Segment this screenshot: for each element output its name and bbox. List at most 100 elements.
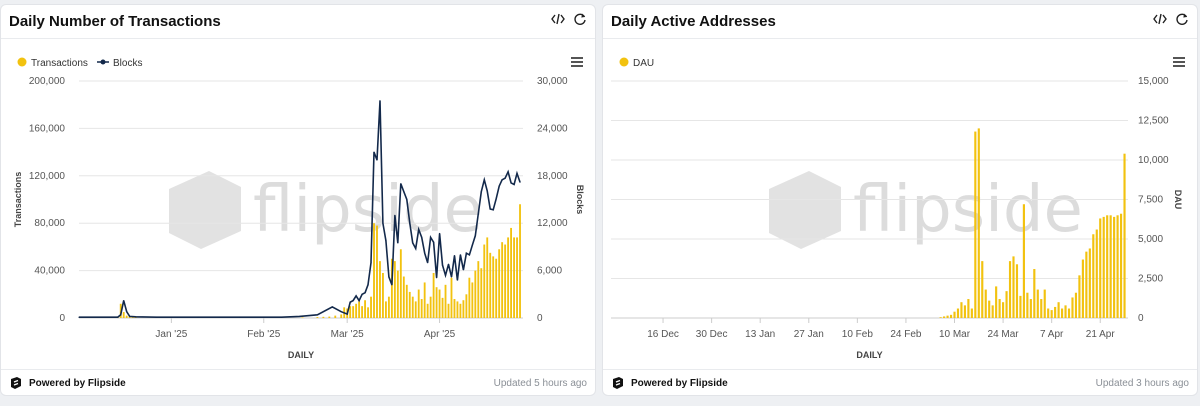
bar [1060,308,1064,318]
line-point [433,241,435,243]
powered-by[interactable]: Powered by Flipside [611,376,728,390]
bar [1054,306,1057,318]
x-tick-label: Mar '25 [331,329,364,340]
line-point [430,236,432,239]
bar [1109,215,1112,318]
bar [1092,234,1095,318]
bar [939,317,942,318]
bar [956,308,960,318]
powered-by[interactable]: Powered by Flipside [9,376,126,390]
line-point [197,316,199,318]
hamburger-menu-icon[interactable] [1173,57,1185,67]
panel-title: Daily Number of Transactions [9,13,221,30]
x-tick-label: 13 Jan [745,329,775,340]
bar [361,306,364,318]
refresh-icon[interactable] [573,12,587,26]
bar [1123,153,1126,318]
bar [355,303,358,318]
line-point [155,316,158,318]
bar [480,268,483,318]
x-tick-label: Jan '25 [155,329,187,340]
bar [399,249,402,318]
bar [444,284,447,318]
bar [456,301,459,318]
hamburger-menu-icon[interactable] [571,57,583,67]
bar [426,303,429,318]
line-point [379,100,381,102]
x-tick-label: 24 Mar [988,329,1020,340]
bar [125,315,128,318]
bar [489,252,492,318]
footer-divider [603,369,1197,370]
watermark-logo-icon [169,171,241,249]
y2-tick-label: 0 [537,313,543,324]
y-tick-label: 5,000 [1138,234,1163,245]
line-point [513,183,515,186]
line-point [352,300,354,302]
bar [974,131,977,318]
bar [435,287,438,318]
legend-marker-dau [619,57,629,67]
bar [408,291,411,318]
line-point [409,222,411,224]
bar [498,249,501,318]
menu-bar [571,61,583,63]
line-point [361,293,363,295]
bar [1099,218,1102,318]
embed-code-icon[interactable] [551,12,565,26]
line-point [281,316,283,318]
panel-tools [1153,12,1189,26]
menu-bar [1173,65,1185,67]
line-point [480,191,482,193]
bar [328,316,331,318]
y-tick-label: 120,000 [29,171,66,182]
bar [459,303,462,318]
y2-axis-title: DAU [1173,190,1183,210]
watermark-text: flipside [253,173,483,247]
x-tick-label: Feb '25 [247,329,280,340]
y2-tick-label: 18,000 [537,171,568,182]
legend-label-dau: DAU [633,58,654,69]
bar [998,299,1001,318]
bar [960,302,963,318]
menu-bar [571,65,583,67]
bar [1064,305,1067,318]
bar [349,306,352,318]
bar [1067,308,1071,318]
bar [1029,299,1032,318]
line-point [510,182,512,184]
y-tick-label: 10,000 [1138,155,1169,166]
line-point [117,316,119,318]
embed-code-icon[interactable] [1153,12,1167,26]
bar [995,286,998,318]
bar [483,244,486,318]
line-point [391,284,393,286]
line-point [316,314,318,316]
line-point [382,222,384,224]
panel-title: Daily Active Addresses [611,13,776,30]
bar [379,261,381,318]
legend-label-transactions: Transactions [31,58,88,69]
bar [1005,291,1008,318]
bar [364,300,366,318]
line-point [388,276,390,278]
x-tick-label: 7 Apr [1040,329,1064,340]
bar [462,300,465,318]
line-point [135,316,137,318]
line-point [340,311,342,313]
line-point [459,254,462,256]
bar [316,317,319,318]
legend-marker-transactions [17,57,27,67]
panel-tools [551,12,587,26]
line-point [394,214,396,216]
updated-status: Updated 5 hours ago [493,378,587,389]
line-point [438,232,441,235]
bar [1088,248,1091,318]
bar [370,296,372,318]
y2-tick-label: 24,000 [537,123,568,134]
line-point [403,191,405,193]
header-divider [1,38,595,39]
dau-panel: Daily Active Addresses DAU flipside 0 2,500… [602,4,1198,396]
refresh-icon[interactable] [1175,12,1189,26]
legend-label-blocks: Blocks [113,58,142,69]
